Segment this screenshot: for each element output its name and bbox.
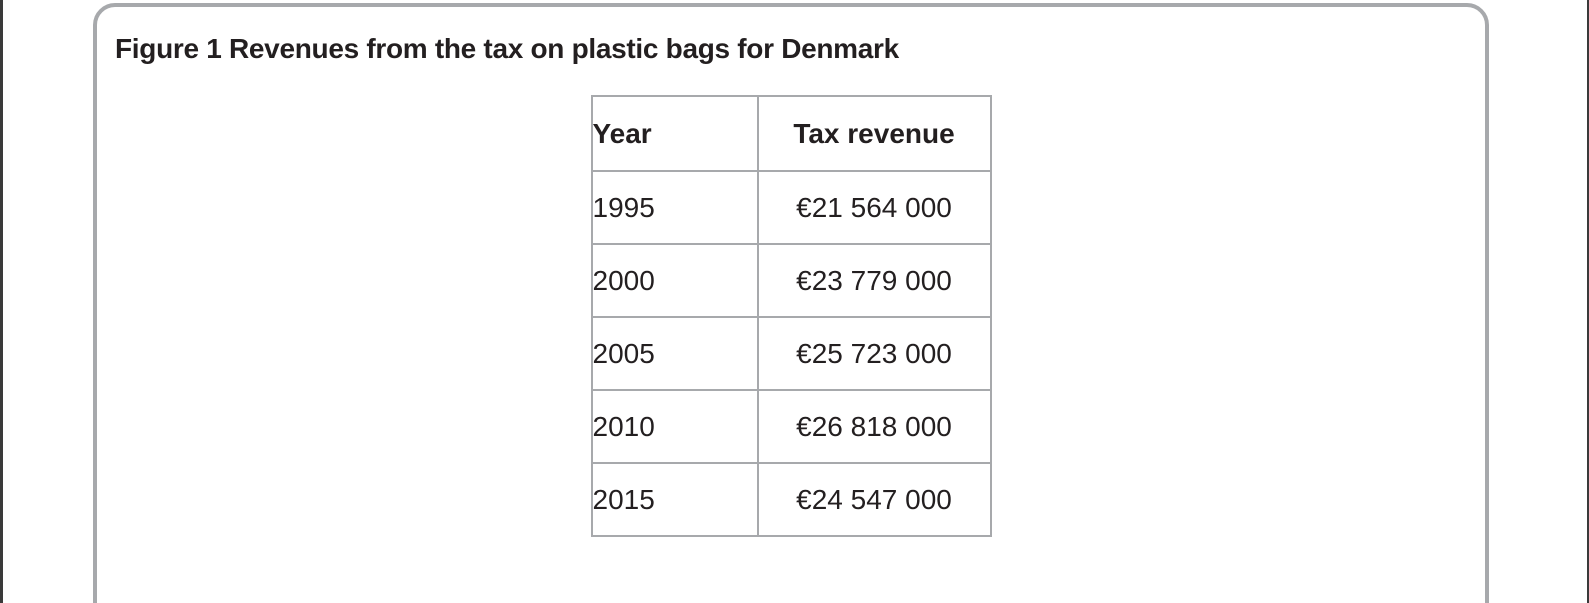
figure-box: Figure 1 Revenues from the tax on plasti… — [93, 3, 1489, 603]
table-row: 2010 €26 818 000 — [590, 389, 992, 464]
table-row: 2000 €23 779 000 — [590, 243, 992, 318]
tax-revenue-column-header: Tax revenue — [756, 95, 992, 172]
page-scan-edge-right — [1587, 0, 1589, 603]
revenue-cell: €21 564 000 — [756, 170, 992, 245]
table-row: 2015 €24 547 000 — [590, 462, 992, 537]
year-cell: 2000 — [590, 243, 759, 318]
figure-title: Figure 1 Revenues from the tax on plasti… — [115, 33, 899, 64]
revenue-cell: €26 818 000 — [756, 389, 992, 464]
page-scan-edge-left — [0, 0, 3, 603]
year-cell: 2005 — [590, 316, 759, 391]
table-header-row: Year Tax revenue — [590, 95, 992, 172]
revenue-cell: €23 779 000 — [756, 243, 992, 318]
tax-revenue-table: Year Tax revenue 1995 €21 564 000 2000 €… — [590, 95, 992, 537]
table-row: 1995 €21 564 000 — [590, 170, 992, 245]
revenue-cell: €24 547 000 — [756, 462, 992, 537]
table-row: 2005 €25 723 000 — [590, 316, 992, 391]
year-cell: 1995 — [590, 170, 759, 245]
year-column-header: Year — [590, 95, 759, 172]
year-cell: 2015 — [590, 462, 759, 537]
year-cell: 2010 — [590, 389, 759, 464]
revenue-cell: €25 723 000 — [756, 316, 992, 391]
